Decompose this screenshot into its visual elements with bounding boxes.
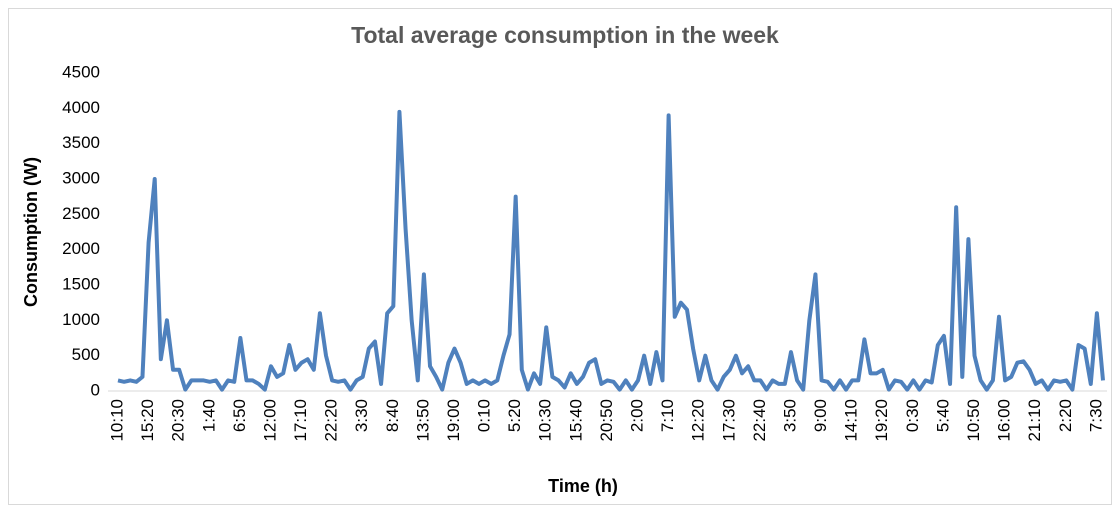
x-tick-label: 19:00 xyxy=(444,399,463,442)
y-tick-label: 2000 xyxy=(62,239,100,258)
x-tick-label: 17:10 xyxy=(291,399,310,442)
x-tick-label: 22:20 xyxy=(322,399,341,442)
y-axis-label: Consumption (W) xyxy=(21,157,41,307)
x-tick-label: 7:30 xyxy=(1086,399,1105,432)
x-tick-label: 0:10 xyxy=(475,399,494,432)
x-tick-label: 10:10 xyxy=(107,399,126,442)
y-tick-label: 4500 xyxy=(62,62,100,81)
y-tick-label: 2500 xyxy=(62,204,100,223)
x-tick-label: 2:00 xyxy=(628,399,647,432)
x-tick-label: 13:50 xyxy=(413,399,432,442)
x-tick-label: 15:20 xyxy=(138,399,157,442)
x-tick-label: 17:30 xyxy=(719,399,738,442)
x-tick-label: 1:40 xyxy=(199,399,218,432)
x-tick-label: 20:50 xyxy=(597,399,616,442)
x-tick-label: 12:20 xyxy=(689,399,708,442)
x-tick-label: 6:50 xyxy=(230,399,249,432)
x-tick-label: 0:30 xyxy=(903,399,922,432)
x-tick-label: 3:30 xyxy=(352,399,371,432)
x-tick-label: 10:50 xyxy=(964,399,983,442)
x-tick-label: 16:00 xyxy=(995,399,1014,442)
x-tick-label: 9:00 xyxy=(811,399,830,432)
x-tick-label: 10:30 xyxy=(536,399,555,442)
chart-title: Total average consumption in the week xyxy=(351,22,779,48)
data-line xyxy=(117,109,1105,392)
y-tick-label: 0 xyxy=(91,380,100,399)
x-tick-label: 3:50 xyxy=(780,399,799,432)
y-tick-label: 1500 xyxy=(62,274,100,293)
y-tick-label: 4000 xyxy=(62,98,100,117)
x-tick-label: 5:40 xyxy=(933,399,952,432)
y-tick-label: 1000 xyxy=(62,310,100,329)
chart-border xyxy=(8,8,1112,505)
x-tick-label: 5:20 xyxy=(505,399,524,432)
x-tick-label: 21:10 xyxy=(1025,399,1044,442)
x-tick-label: 22:40 xyxy=(750,399,769,442)
x-tick-label: 7:10 xyxy=(658,399,677,432)
x-axis-label: Time (h) xyxy=(548,476,618,496)
x-tick-label: 8:40 xyxy=(383,399,402,432)
x-tick-label: 20:30 xyxy=(169,399,188,442)
y-tick-label: 500 xyxy=(72,345,100,364)
x-tick-label: 19:20 xyxy=(872,399,891,442)
x-tick-label: 2:20 xyxy=(1056,399,1075,432)
x-tick-label: 15:40 xyxy=(566,399,585,442)
x-tick-label: 14:10 xyxy=(842,399,861,442)
x-tick-label: 12:00 xyxy=(260,399,279,442)
y-tick-label: 3000 xyxy=(62,168,100,187)
y-tick-label: 3500 xyxy=(62,133,100,152)
